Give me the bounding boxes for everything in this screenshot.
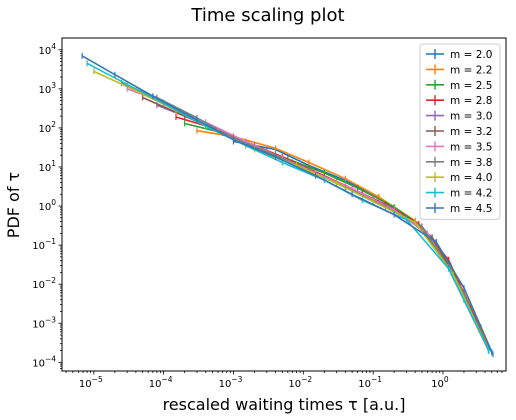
legend-label: m = 4.0 <box>450 172 492 184</box>
legend-item: m = 3.8 <box>426 156 492 169</box>
legend-label: m = 2.5 <box>450 80 492 92</box>
x-axis-label: rescaled waiting times τ [a.u.] <box>163 395 406 414</box>
legend-item: m = 2.8 <box>426 95 492 107</box>
y-tick-label: 104 <box>38 42 56 57</box>
x-tick-label: 10−2 <box>288 375 312 390</box>
legend-item: m = 4.0 <box>426 172 492 184</box>
legend-box <box>419 43 501 220</box>
x-tick-label: 10−4 <box>149 375 173 390</box>
x-tick-label: 10−5 <box>79 375 103 390</box>
x-tick-label: 100 <box>431 375 449 390</box>
legend-item: m = 4.5 <box>426 203 492 215</box>
plot-series <box>81 52 494 358</box>
x-axis-ticks: 10−5 10−4 10−3 10−2 10−1 100 <box>65 371 503 390</box>
legend-label: m = 2.8 <box>450 95 492 107</box>
x-tick-label: 10−1 <box>358 375 382 390</box>
y-tick-label: 102 <box>38 120 56 135</box>
legend-label: m = 2.2 <box>450 64 492 76</box>
legend-label: m = 4.2 <box>450 188 492 200</box>
legend-label: m = 2.0 <box>450 49 492 61</box>
legend-item: m = 2.5 <box>426 79 492 92</box>
y-tick-label: 10−3 <box>32 315 56 330</box>
legend-label: m = 3.5 <box>450 141 492 153</box>
series-10 <box>86 60 490 354</box>
y-tick-label: 10−4 <box>32 354 56 369</box>
y-axis-ticks: 10−4 10−3 10−2 10−1 100 101 102 103 104 <box>32 42 62 369</box>
x-tick-label: 10−3 <box>219 375 243 390</box>
legend-label: m = 3.2 <box>450 126 492 138</box>
legend-item: m = 2.2 <box>426 64 492 76</box>
y-axis-label: PDF of τ <box>4 172 23 238</box>
legend-label: m = 3.8 <box>450 157 492 169</box>
legend-item: m = 3.2 <box>426 126 492 138</box>
y-tick-label: 100 <box>38 198 56 213</box>
y-tick-label: 103 <box>38 81 56 96</box>
y-tick-label: 10−2 <box>32 276 56 291</box>
legend: m = 2.0 m = 2.2 m = 2.5 m = 2.8 m = 3.0 m = 3… <box>419 43 501 220</box>
legend-item: m = 3.5 <box>426 141 492 153</box>
chart-title: Time scaling plot <box>190 5 344 26</box>
legend-item: m = 3.0 <box>426 110 492 123</box>
y-tick-label: 101 <box>38 159 56 174</box>
series-line <box>81 55 494 355</box>
series-11 <box>81 52 494 358</box>
legend-label: m = 4.5 <box>450 203 492 215</box>
y-tick-label: 10−1 <box>32 237 56 252</box>
legend-item: m = 2.0 <box>426 49 492 61</box>
legend-label: m = 3.0 <box>450 111 492 123</box>
legend-item: m = 4.2 <box>426 187 492 200</box>
plot-frame <box>61 37 507 372</box>
